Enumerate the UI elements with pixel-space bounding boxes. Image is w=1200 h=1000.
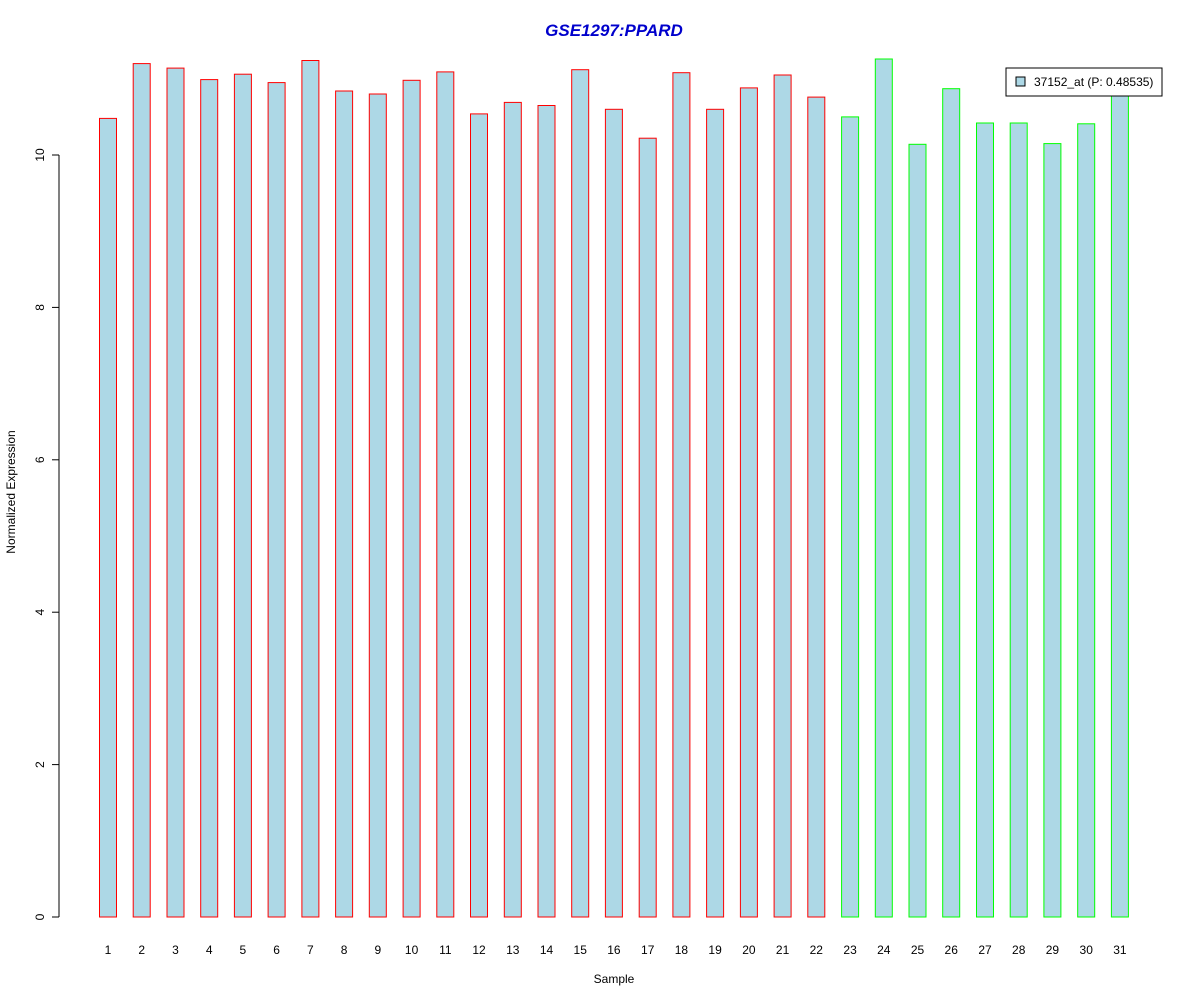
y-axis-label: Normalized Expression (4, 430, 18, 553)
y-tick-label: 0 (33, 913, 47, 920)
bar (200, 79, 219, 918)
x-tick-label: 3 (172, 943, 179, 957)
bars (99, 58, 1129, 918)
x-tick-label: 20 (742, 943, 756, 957)
x-tick-label: 19 (708, 943, 722, 957)
legend-box (1005, 67, 1163, 97)
x-tick-label: 21 (776, 943, 790, 957)
x-tick-label: 5 (240, 943, 247, 957)
bar (470, 113, 488, 918)
y-tick-label: 2 (33, 761, 47, 768)
x-tick-label: 23 (843, 943, 857, 957)
bar (1110, 92, 1129, 918)
bar (368, 93, 387, 918)
bar (739, 87, 758, 918)
bar (638, 137, 657, 918)
x-tick-label: 29 (1046, 943, 1060, 957)
x-tick-label: 25 (911, 943, 925, 957)
bar (773, 74, 792, 918)
y-axis: 0 2 4 6 8 10 (33, 148, 60, 920)
y-tick-label: 6 (33, 456, 47, 463)
bar (233, 73, 252, 918)
x-tick-label: 7 (307, 943, 314, 957)
bar (1077, 123, 1096, 918)
x-tick-label: 26 (945, 943, 959, 957)
x-axis-label: Sample (594, 972, 635, 986)
bar (908, 143, 927, 918)
bar (604, 108, 623, 918)
x-tick-label: 1 (105, 943, 112, 957)
x-tick-label: 28 (1012, 943, 1026, 957)
x-tick-label: 14 (540, 943, 554, 957)
bar (1009, 122, 1028, 918)
bar (976, 122, 994, 918)
bar (166, 67, 185, 918)
x-tick-label: 13 (506, 943, 520, 957)
bar (402, 79, 421, 918)
bar (672, 72, 691, 918)
x-tick-label: 8 (341, 943, 348, 957)
x-tick-label: 12 (472, 943, 486, 957)
bar (537, 105, 556, 918)
bar (874, 58, 893, 918)
bar (301, 60, 320, 918)
x-tick-label: 30 (1080, 943, 1094, 957)
bar (706, 108, 725, 918)
x-tick-label: 18 (675, 943, 689, 957)
bar (132, 63, 151, 918)
bar (841, 116, 860, 918)
bar (1043, 143, 1062, 918)
x-tick-label: 10 (405, 943, 419, 957)
y-ticks: 0 2 4 6 8 10 (33, 148, 59, 920)
x-tick-label: 6 (273, 943, 280, 957)
bar (267, 82, 286, 918)
x-tick-label: 24 (877, 943, 891, 957)
bar (503, 101, 522, 918)
x-tick-label: 9 (374, 943, 381, 957)
x-tick-label: 2 (138, 943, 145, 957)
legend: 37152_at (P: 0.48535) (1005, 67, 1163, 97)
bar (942, 88, 961, 918)
bar (99, 117, 117, 918)
y-tick-label: 4 (33, 609, 47, 616)
y-tick-label: 10 (33, 148, 47, 162)
x-tick-label: 27 (978, 943, 992, 957)
x-tick-label: 11 (439, 943, 452, 957)
x-tick-label: 15 (574, 943, 588, 957)
x-tick-labels: 1 2 3 4 5 6 7 8 9 10 11 12 13 14 15 16 17 18 19 20 21 22 23 24 2… (105, 943, 1127, 957)
x-tick-label: 4 (206, 943, 213, 957)
bar (335, 90, 354, 918)
x-tick-label: 17 (641, 943, 655, 957)
chart-title: GSE1297:PPARD (545, 21, 683, 40)
legend-swatch (1015, 76, 1026, 87)
bar (436, 71, 455, 918)
x-tick-label: 16 (607, 943, 621, 957)
legend-entry: 37152_at (P: 0.48535) (1034, 75, 1153, 89)
x-tick-label: 31 (1113, 943, 1127, 957)
x-tick-label: 22 (810, 943, 824, 957)
y-tick-label: 8 (33, 304, 47, 311)
bar (807, 96, 826, 918)
bar (571, 69, 590, 918)
